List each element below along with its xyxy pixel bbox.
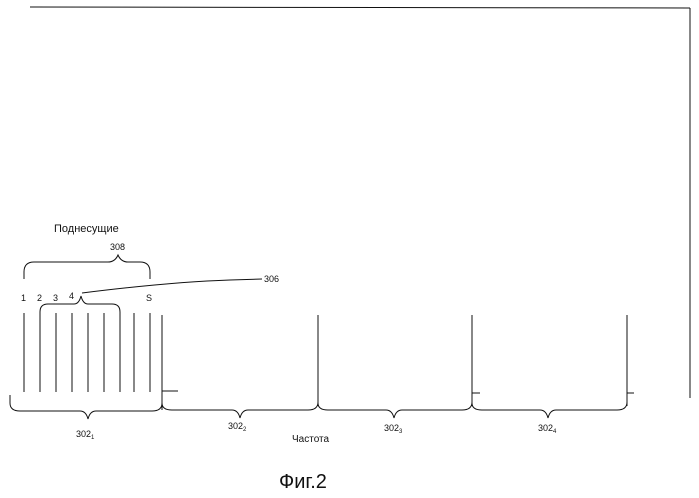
frequency-axis-label: Частота	[292, 435, 329, 445]
subcarrier-label-3: 3	[53, 294, 58, 303]
band-label-3-sub: 3	[399, 429, 402, 435]
label-308: 308	[110, 243, 125, 252]
band-label-2-sub: 2	[243, 427, 246, 433]
band-label-1-base: 302	[76, 429, 91, 439]
brace-band-4	[472, 395, 627, 418]
band-label-3: 3023	[384, 424, 402, 435]
brace-band-1	[10, 395, 162, 419]
brace-306-group	[40, 296, 120, 346]
brace-308	[24, 255, 150, 279]
band-label-2: 3022	[228, 422, 246, 433]
subcarrier-label-4: 4	[69, 292, 74, 301]
figure-caption: Фиг.2	[279, 472, 327, 492]
subcarrier-label-1: 1	[21, 294, 26, 303]
band-label-1: 3021	[76, 430, 94, 441]
subcarrier-label-2: 2	[37, 294, 42, 303]
subcarriers-heading: Поднесущие	[54, 224, 119, 235]
band-label-2-base: 302	[228, 421, 243, 431]
subcarrier-label-s: S	[146, 294, 152, 303]
callout-line-306	[82, 279, 262, 293]
brace-band-2	[162, 395, 318, 418]
band-label-4-sub: 4	[553, 429, 556, 435]
band-label-4-base: 302	[538, 423, 553, 433]
brace-band-3	[318, 395, 472, 418]
frame-top-line	[30, 7, 690, 8]
band-label-3-base: 302	[384, 423, 399, 433]
band-label-4: 3024	[538, 424, 556, 435]
label-306: 306	[264, 275, 279, 284]
band-label-1-sub: 1	[91, 435, 94, 441]
